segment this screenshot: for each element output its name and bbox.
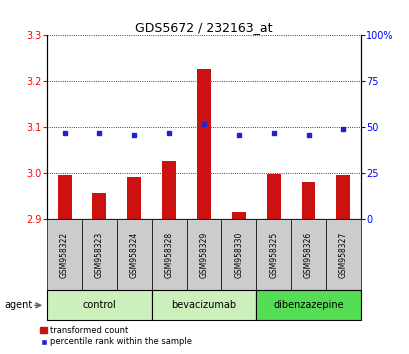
Bar — [82, 219, 117, 290]
Text: control: control — [82, 300, 116, 310]
Bar — [151, 219, 186, 290]
Text: dibenzazepine: dibenzazepine — [272, 300, 343, 310]
Text: GSM958329: GSM958329 — [199, 232, 208, 278]
Text: GSM958327: GSM958327 — [338, 232, 347, 278]
Text: GSM958323: GSM958323 — [95, 232, 103, 278]
Bar — [92, 193, 106, 219]
Bar — [290, 219, 325, 290]
Bar — [256, 219, 290, 290]
Bar — [162, 161, 176, 219]
Bar — [117, 219, 151, 290]
Legend: transformed count, percentile rank within the sample: transformed count, percentile rank withi… — [37, 322, 195, 350]
Bar — [47, 219, 82, 290]
Bar — [127, 177, 141, 219]
Bar — [325, 219, 360, 290]
Bar — [301, 182, 315, 219]
Bar — [186, 219, 221, 290]
Text: GSM958324: GSM958324 — [130, 232, 138, 278]
Bar — [58, 175, 72, 219]
Text: GSM958328: GSM958328 — [164, 232, 173, 278]
Bar — [256, 290, 360, 320]
Bar — [266, 175, 280, 219]
Text: GSM958325: GSM958325 — [269, 232, 277, 278]
Text: agent: agent — [4, 300, 32, 310]
Text: bevacizumab: bevacizumab — [171, 300, 236, 310]
Text: GSM958322: GSM958322 — [60, 232, 69, 278]
Text: GSM958326: GSM958326 — [303, 232, 312, 278]
Bar — [151, 290, 256, 320]
Text: GSM958330: GSM958330 — [234, 232, 243, 278]
Bar — [231, 212, 245, 219]
Bar — [197, 69, 211, 219]
Bar — [221, 219, 256, 290]
Bar — [47, 290, 151, 320]
Bar — [336, 175, 349, 219]
Title: GDS5672 / 232163_at: GDS5672 / 232163_at — [135, 21, 272, 34]
